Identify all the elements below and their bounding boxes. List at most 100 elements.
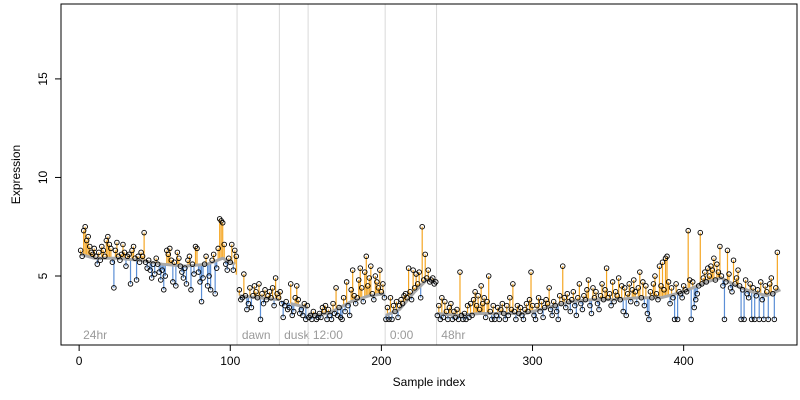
- data-point: [295, 296, 302, 303]
- data-point: [499, 300, 506, 307]
- data-point: [739, 287, 746, 293]
- data-point: [130, 243, 137, 250]
- data-point: [430, 275, 436, 281]
- data-point: [93, 253, 99, 260]
- data-point: [742, 277, 749, 283]
- data-point: [177, 263, 184, 269]
- data-point: [439, 294, 445, 301]
- data-point: [576, 281, 583, 287]
- data-point: [248, 304, 255, 311]
- data-point: [745, 294, 752, 301]
- data-point-layer: [77, 216, 781, 323]
- data-point: [372, 273, 379, 279]
- data-point: [513, 316, 519, 323]
- data-point: [717, 243, 723, 250]
- data-point: [94, 261, 101, 267]
- data-point: [570, 289, 577, 295]
- data-point: [721, 316, 728, 323]
- data-point: [318, 314, 324, 321]
- data-point: [82, 223, 88, 230]
- segment-label: dusk: [284, 328, 310, 342]
- trend-line: [290, 302, 308, 310]
- data-point: [434, 312, 441, 319]
- axis-layer: 0 100 200 300 400 5 10 15: [36, 72, 694, 368]
- data-point: [457, 269, 463, 275]
- data-point: [720, 283, 726, 289]
- data-point: [511, 308, 518, 315]
- data-point: [105, 233, 111, 240]
- data-point: [224, 267, 230, 273]
- data-point: [617, 296, 623, 303]
- data-point: [649, 294, 655, 301]
- data-point: [688, 316, 694, 323]
- data-point: [467, 300, 474, 307]
- data-point: [260, 300, 267, 307]
- data-point: [120, 241, 126, 248]
- data-point: [358, 285, 365, 291]
- data-point: [481, 294, 487, 301]
- data-point: [591, 294, 598, 301]
- data-point: [541, 304, 548, 311]
- data-point: [286, 304, 292, 311]
- data-point: [671, 316, 678, 323]
- data-point: [735, 267, 741, 273]
- data-point: [298, 306, 305, 313]
- data-point: [245, 300, 252, 307]
- data-point: [179, 269, 185, 275]
- data-point: [674, 316, 681, 323]
- data-point: [600, 296, 607, 303]
- data-point: [736, 283, 743, 289]
- data-point: [573, 312, 580, 319]
- data-point: [204, 283, 211, 289]
- data-point: [502, 316, 509, 323]
- data-point: [614, 292, 620, 299]
- data-point: [597, 292, 604, 299]
- data-point: [321, 308, 327, 315]
- data-point: [410, 267, 416, 273]
- data-point: [552, 302, 558, 309]
- data-point: [526, 296, 533, 303]
- data-point: [250, 292, 256, 299]
- data-point: [537, 308, 543, 315]
- data-point: [139, 253, 146, 260]
- data-point: [333, 285, 339, 291]
- data-point: [154, 261, 161, 267]
- data-point: [593, 289, 599, 295]
- data-point: [436, 302, 442, 309]
- data-point: [623, 312, 629, 319]
- data-point: [170, 279, 176, 285]
- data-point: [348, 287, 354, 293]
- data-point: [188, 287, 194, 293]
- data-point: [162, 273, 169, 279]
- data-point: [381, 294, 388, 301]
- data-point: [157, 277, 164, 283]
- segment-label: 0:00: [390, 328, 414, 342]
- segment-label: dawn: [242, 328, 271, 342]
- segment-label: 24hr: [83, 328, 107, 342]
- data-point: [141, 229, 147, 236]
- data-point: [624, 291, 631, 297]
- data-point: [330, 300, 336, 307]
- data-point: [213, 265, 220, 271]
- data-point: [254, 294, 261, 301]
- data-point: [469, 312, 475, 319]
- data-point: [325, 306, 332, 313]
- data-point: [602, 287, 608, 293]
- data-point: [476, 306, 483, 313]
- data-point: [460, 316, 466, 323]
- x-tick-label: 300: [523, 354, 543, 368]
- data-point: [148, 275, 155, 281]
- plot-frame: [60, 3, 798, 346]
- data-point: [355, 277, 362, 283]
- data-point: [153, 255, 159, 262]
- data-point: [679, 294, 685, 301]
- data-point: [496, 316, 503, 323]
- data-point: [644, 310, 651, 317]
- data-point: [738, 316, 744, 323]
- data-point: [520, 316, 527, 323]
- y-tick-label: 5: [36, 272, 50, 279]
- data-point: [242, 292, 249, 299]
- data-point: [259, 291, 265, 297]
- data-point: [165, 251, 172, 258]
